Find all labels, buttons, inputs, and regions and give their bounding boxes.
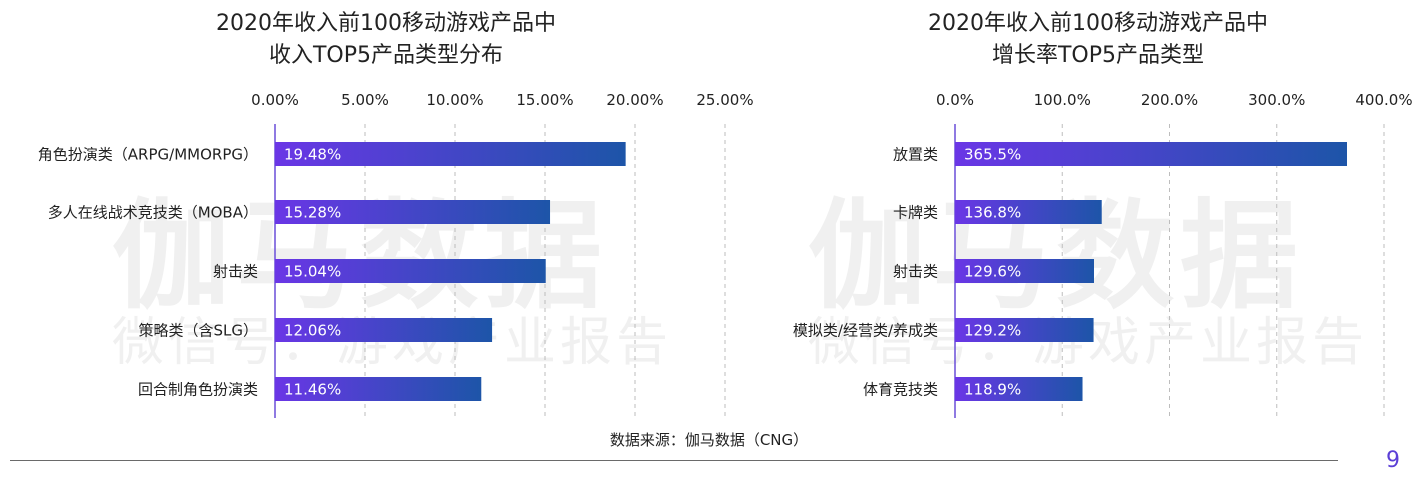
right-bar-value-label: 136.8% xyxy=(964,204,1021,222)
left-tick-label: 15.00% xyxy=(516,91,573,109)
left-chart-title: 2020年收入前100移动游戏产品中 收入TOP5产品类型分布 xyxy=(186,8,586,72)
left-tick-label: 10.00% xyxy=(426,91,483,109)
left-tick-label: 20.00% xyxy=(606,91,663,109)
right-category-label: 体育竞技类 xyxy=(863,381,938,399)
left-category-label: 回合制角色扮演类 xyxy=(138,381,258,399)
right-tick-label: 400.0% xyxy=(1355,91,1412,109)
left-bar xyxy=(275,200,551,224)
left-bar-value-label: 15.04% xyxy=(284,263,341,281)
right-tick-label: 0.0% xyxy=(936,91,974,109)
data-source: 数据来源：伽马数据（CNG） xyxy=(609,431,809,449)
right-tick-label: 300.0% xyxy=(1248,91,1305,109)
page-number: 9 xyxy=(1386,448,1400,473)
left-bar-value-label: 12.06% xyxy=(284,322,341,340)
right-bar xyxy=(955,259,1094,283)
right-chart-title-line1: 2020年收入前100移动游戏产品中 xyxy=(928,11,1268,36)
right-category-label: 卡牌类 xyxy=(893,204,938,222)
left-category-label: 多人在线战术竞技类（MOBA） xyxy=(48,204,258,222)
right-bar xyxy=(955,318,1094,342)
left-category-label: 策略类（含SLG） xyxy=(138,322,258,340)
right-category-label: 放置类 xyxy=(893,146,938,164)
right-bar-value-label: 118.9% xyxy=(964,381,1021,399)
left-bar-chart: 0.00% 5.00% 10.00% 15.00% 20.00% 25.00% 19.48%… xyxy=(38,91,754,418)
left-bar-value-label: 15.28% xyxy=(284,204,341,222)
left-bar-value-label: 19.48% xyxy=(284,146,341,164)
right-bar-chart: 0.0% 100.0% 200.0% 300.0% 400.0% 365.5% 放置类 136… xyxy=(793,91,1413,418)
left-category-label: 角色扮演类（ARPG/MMORPG） xyxy=(38,146,258,164)
right-bar-value-label: 129.2% xyxy=(964,322,1021,340)
left-bar xyxy=(275,318,493,342)
right-category-label: 射击类 xyxy=(893,263,938,281)
left-bar xyxy=(275,259,546,283)
left-tick-label: 0.00% xyxy=(251,91,299,109)
left-bar xyxy=(275,377,482,401)
right-chart-title-line2: 增长率TOP5产品类型 xyxy=(991,43,1205,68)
footer-divider xyxy=(10,460,1338,461)
right-tick-label: 200.0% xyxy=(1141,91,1198,109)
left-bar-value-label: 11.46% xyxy=(284,381,341,399)
right-bar-value-label: 129.6% xyxy=(964,263,1021,281)
right-bar xyxy=(955,142,1347,166)
left-chart-title-line2: 收入TOP5产品类型分布 xyxy=(268,43,504,68)
right-bar-value-label: 365.5% xyxy=(964,146,1021,164)
left-tick-label: 25.00% xyxy=(696,91,753,109)
right-bar xyxy=(955,200,1102,224)
left-chart-title-line1: 2020年收入前100移动游戏产品中 xyxy=(216,11,556,36)
left-bar xyxy=(275,142,626,166)
right-chart-title: 2020年收入前100移动游戏产品中 增长率TOP5产品类型 xyxy=(898,8,1298,72)
right-bar xyxy=(955,377,1083,401)
left-category-label: 射击类 xyxy=(213,263,258,281)
right-category-label: 模拟类/经营类/养成类 xyxy=(793,322,938,340)
right-tick-label: 100.0% xyxy=(1034,91,1091,109)
left-tick-label: 5.00% xyxy=(341,91,389,109)
